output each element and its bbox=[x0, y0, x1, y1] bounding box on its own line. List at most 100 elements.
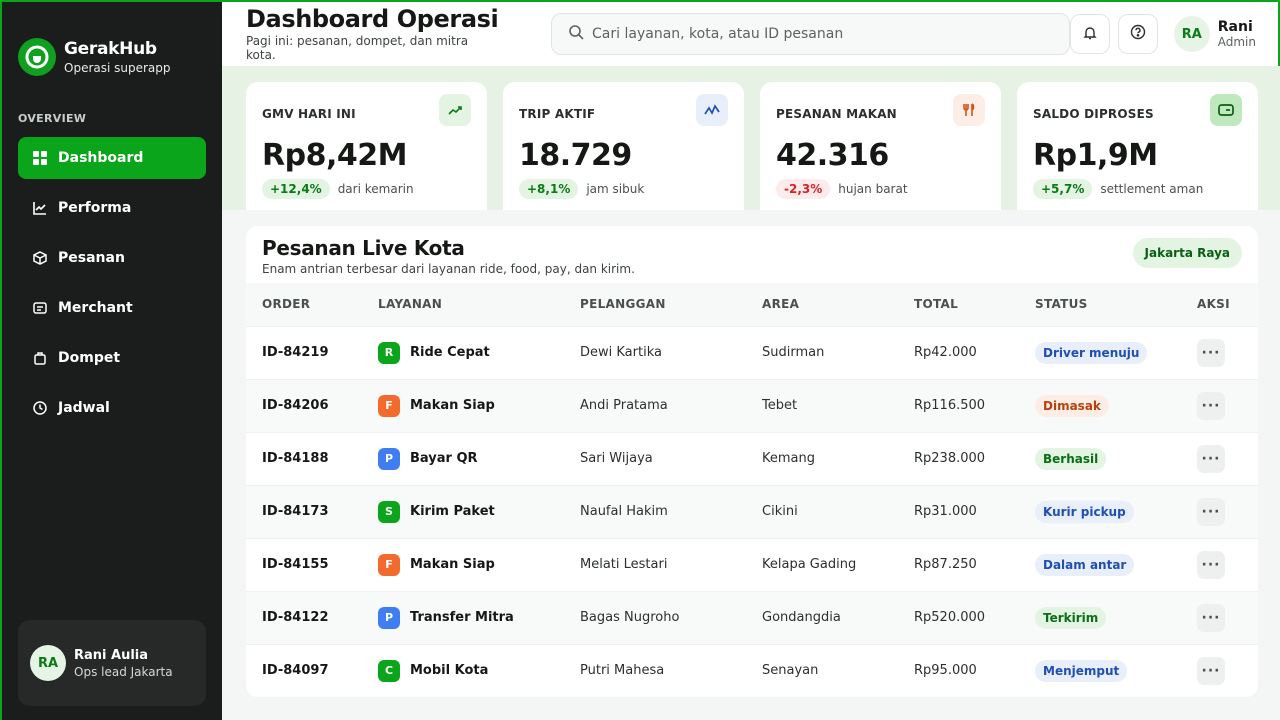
service-cell: F Makan Siap bbox=[378, 394, 580, 417]
stat-delta: +12,4% bbox=[262, 179, 330, 199]
order-total: Rp31.000 bbox=[914, 504, 977, 519]
table-row[interactable]: ID-84188 P Bayar QR Sari Wijaya Kemang Rp238.… bbox=[246, 432, 1258, 485]
user-role: Admin bbox=[1217, 35, 1256, 49]
more-icon: ··· bbox=[1201, 397, 1221, 414]
status-badge: Dimasak bbox=[1035, 394, 1109, 417]
profile-name: Rani Aulia bbox=[74, 647, 149, 663]
table-row[interactable]: ID-84097 C Mobil Kota Putri Mahesa Senayan Rp… bbox=[246, 644, 1258, 697]
help-button[interactable] bbox=[1117, 14, 1158, 54]
stat-value: Rp1,9M bbox=[1033, 138, 1158, 173]
city-filter-chip[interactable]: Jakarta Raya bbox=[1132, 238, 1242, 268]
table-row[interactable]: ID-84206 F Makan Siap Andi Pratama Tebet Rp11… bbox=[246, 379, 1258, 432]
column-header: AREA bbox=[762, 297, 800, 312]
sidebar-item-label: Pesanan bbox=[58, 250, 125, 266]
stat-delta: +8,1% bbox=[519, 179, 579, 199]
brand[interactable]: GerakHub Operasi superapp bbox=[2, 2, 222, 76]
notifications-button[interactable] bbox=[1069, 14, 1110, 54]
sidebar-item-jadwal[interactable]: Jadwal bbox=[18, 387, 206, 429]
row-actions-button[interactable]: ··· bbox=[1197, 444, 1225, 473]
order-total: Rp87.250 bbox=[914, 557, 977, 572]
row-actions-button[interactable]: ··· bbox=[1197, 391, 1225, 420]
sidebar-item-merchant[interactable]: Merchant bbox=[18, 287, 206, 329]
area-name: Sudirman bbox=[762, 345, 825, 360]
status-badge: Terkirim bbox=[1035, 606, 1107, 629]
status-badge: Kurir pickup bbox=[1035, 500, 1134, 523]
sidebar-item-label: Merchant bbox=[58, 300, 133, 316]
user-menu[interactable]: RA Rani Admin bbox=[1173, 16, 1256, 52]
sidebar-item-pesanan[interactable]: Pesanan bbox=[18, 237, 206, 279]
more-icon: ··· bbox=[1201, 450, 1221, 467]
service-badge-icon: P bbox=[378, 606, 400, 629]
service-name: Makan Siap bbox=[410, 557, 495, 572]
panel-title: Pesanan Live Kota bbox=[262, 236, 465, 260]
search-icon bbox=[568, 24, 584, 44]
user-name: Rani bbox=[1217, 19, 1253, 35]
stat-delta: -2,3% bbox=[776, 179, 831, 199]
wallet-icon bbox=[1210, 94, 1242, 126]
utensils-icon bbox=[953, 94, 985, 126]
order-id[interactable]: ID-84219 bbox=[262, 345, 329, 360]
order-total: Rp116.500 bbox=[914, 398, 986, 413]
page-subtitle: Pagi ini: pesanan, dompet, dan mitra kot… bbox=[246, 34, 469, 62]
order-total: Rp238.000 bbox=[914, 451, 986, 466]
order-id[interactable]: ID-84173 bbox=[262, 504, 329, 519]
order-id[interactable]: ID-84155 bbox=[262, 557, 329, 572]
more-icon: ··· bbox=[1201, 556, 1221, 573]
order-id[interactable]: ID-84097 bbox=[262, 663, 329, 679]
page-title: Dashboard Operasi bbox=[246, 5, 499, 33]
customer-name: Putri Mahesa bbox=[580, 663, 665, 679]
service-cell: S Kirim Paket bbox=[378, 500, 580, 523]
order-id[interactable]: ID-84206 bbox=[262, 398, 329, 413]
area-name: Cikini bbox=[762, 504, 798, 519]
column-header: TOTAL bbox=[914, 297, 959, 312]
service-name: Bayar QR bbox=[410, 451, 478, 466]
order-id[interactable]: ID-84188 bbox=[262, 451, 329, 466]
customer-name: Andi Pratama bbox=[580, 398, 668, 413]
more-icon: ··· bbox=[1201, 503, 1221, 520]
row-actions-button[interactable]: ··· bbox=[1197, 603, 1225, 632]
clock-icon bbox=[32, 400, 48, 416]
stat-label: TRIP AKTIF bbox=[519, 107, 596, 121]
service-cell: P Transfer Mitra bbox=[378, 606, 580, 629]
service-name: Mobil Kota bbox=[410, 663, 489, 679]
sidebar-item-dompet[interactable]: Dompet bbox=[18, 337, 206, 379]
order-total: Rp520.000 bbox=[914, 610, 986, 625]
panel-subtitle: Enam antrian terbesar dari layanan ride,… bbox=[262, 262, 635, 276]
row-actions-button[interactable]: ··· bbox=[1197, 497, 1225, 526]
table-row[interactable]: ID-84155 F Makan Siap Melati Lestari Kelapa … bbox=[246, 538, 1258, 591]
stat-card-food: PESANAN MAKAN 42.316 -2,3% hujan barat bbox=[760, 82, 1001, 210]
service-badge-icon: S bbox=[378, 500, 400, 523]
row-actions-button[interactable]: ··· bbox=[1197, 656, 1225, 685]
search-input[interactable] bbox=[592, 26, 1043, 42]
nav-section-label: OVERVIEW bbox=[18, 112, 87, 125]
row-actions-button[interactable]: ··· bbox=[1197, 550, 1225, 579]
stat-note: hujan barat bbox=[838, 182, 908, 196]
sidebar-nav: Dashboard Performa Pesanan Merchant bbox=[2, 137, 222, 429]
bell-icon bbox=[1083, 25, 1097, 44]
service-cell: P Bayar QR bbox=[378, 447, 580, 470]
row-actions-button[interactable]: ··· bbox=[1197, 338, 1225, 367]
more-icon: ··· bbox=[1201, 609, 1221, 626]
sidebar-item-dashboard[interactable]: Dashboard bbox=[18, 137, 206, 179]
top-actions: RA Rani Admin bbox=[1069, 14, 1256, 54]
stat-label: GMV HARI INI bbox=[262, 107, 356, 121]
sidebar-item-performa[interactable]: Performa bbox=[18, 187, 206, 229]
sidebar-item-label: Dashboard bbox=[58, 150, 144, 166]
table-row[interactable]: ID-84173 S Kirim Paket Naufal Hakim Cikini Rp… bbox=[246, 485, 1258, 538]
table-row[interactable]: ID-84122 P Transfer Mitra Bagas Nugroho Gond… bbox=[246, 591, 1258, 644]
status-badge: Dalam antar bbox=[1035, 553, 1135, 576]
service-name: Kirim Paket bbox=[410, 504, 495, 519]
stat-value: Rp8,42M bbox=[262, 138, 407, 173]
stat-card-gmv: GMV HARI INI Rp8,42M +12,4% dari kemarin bbox=[246, 82, 487, 210]
service-badge-icon: F bbox=[378, 553, 400, 576]
service-cell: C Mobil Kota bbox=[378, 659, 580, 682]
table-row[interactable]: ID-84219 R Ride Cepat Dewi Kartika Sudirman R… bbox=[246, 326, 1258, 379]
sidebar-profile-card[interactable]: RA Rani Aulia Ops lead Jakarta bbox=[18, 620, 206, 706]
more-icon: ··· bbox=[1201, 344, 1221, 361]
order-id[interactable]: ID-84122 bbox=[262, 610, 329, 625]
search-box[interactable] bbox=[551, 13, 1070, 55]
stat-delta: +5,7% bbox=[1033, 179, 1093, 199]
chart-line-icon bbox=[32, 200, 48, 216]
column-header: AKSI bbox=[1197, 297, 1230, 312]
